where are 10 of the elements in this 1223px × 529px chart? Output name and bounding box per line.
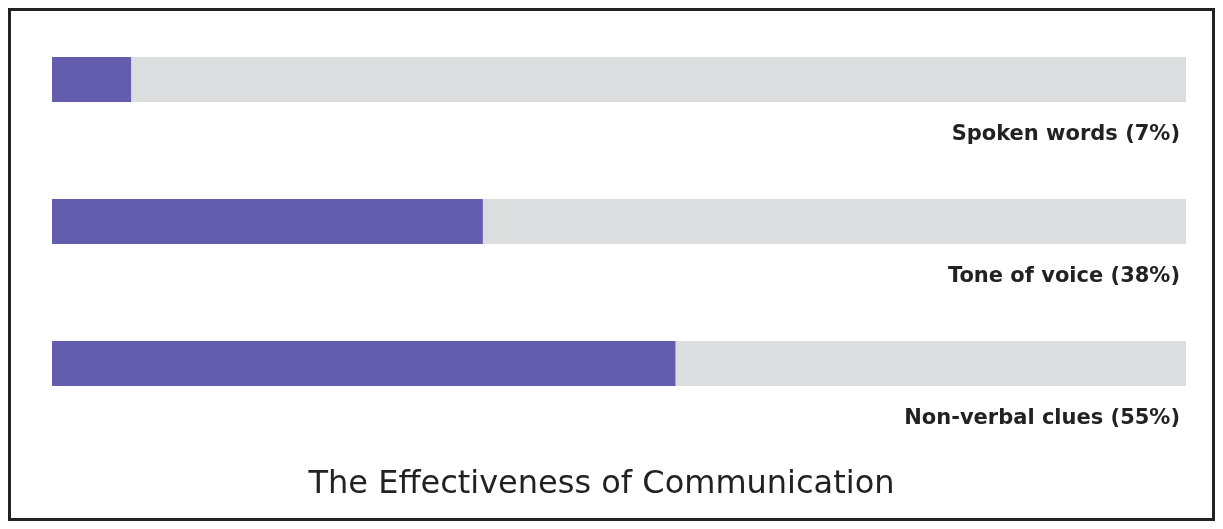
bar [52, 199, 483, 244]
bar [52, 57, 132, 102]
bar [52, 341, 676, 386]
bar [131, 57, 1186, 102]
y-tick-label: Non-verbal clues (55%) [904, 405, 1180, 429]
bar [675, 341, 1186, 386]
y-tick-label: Spoken words (7%) [951, 121, 1180, 145]
y-tick-label: Tone of voice (38%) [947, 263, 1180, 287]
bar [482, 199, 1186, 244]
text: The Effectiveness of Communication [307, 463, 895, 501]
